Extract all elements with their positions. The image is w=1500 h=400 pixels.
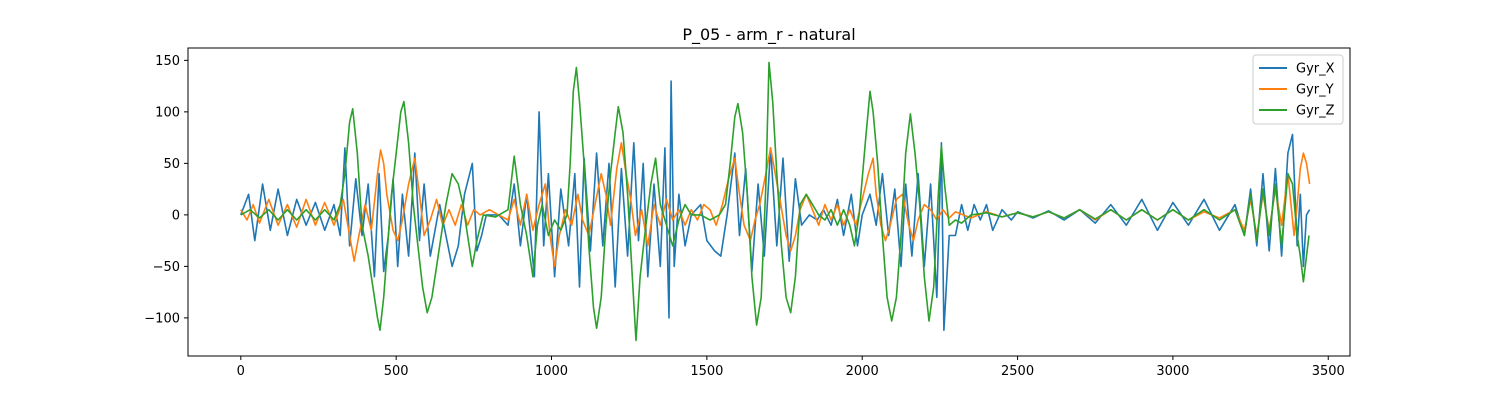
- legend-label: Gyr_Y: [1296, 83, 1334, 98]
- x-tick-label: 1500: [690, 364, 723, 379]
- x-tick-label: 1000: [535, 364, 568, 379]
- series-line-gyr-x: [240, 80, 1311, 332]
- y-tick-label: 150: [155, 54, 180, 69]
- legend-box: [1252, 54, 1344, 125]
- series-group: [240, 61, 1311, 342]
- x-tick-label: 500: [384, 364, 409, 379]
- axes-frame: [187, 47, 1351, 357]
- series-line-gyr-z: [240, 61, 1310, 342]
- x-tick-label: 3500: [1312, 364, 1345, 379]
- y-tick-label: −100: [144, 311, 180, 326]
- x-tick-label: 2000: [846, 364, 879, 379]
- chart-title: P_05 - arm_r - natural: [682, 25, 855, 45]
- plot-area: [240, 61, 1311, 342]
- legend: Gyr_X Gyr_Y Gyr_Z: [1252, 54, 1344, 125]
- y-tick-label: 100: [155, 105, 180, 120]
- legend-label: Gyr_X: [1296, 62, 1335, 77]
- x-tick-label: 0: [237, 364, 245, 379]
- y-axis: −100 −50 0 50 100 150: [144, 54, 188, 326]
- x-axis: 0 500 1000 1500 2000 2500 3000 3500: [237, 356, 1345, 379]
- y-tick-label: 0: [172, 208, 180, 223]
- x-tick-label: 2500: [1001, 364, 1034, 379]
- legend-label: Gyr_Z: [1296, 104, 1335, 119]
- y-tick-label: −50: [153, 260, 180, 275]
- x-tick-label: 3000: [1156, 364, 1189, 379]
- y-tick-label: 50: [163, 157, 180, 172]
